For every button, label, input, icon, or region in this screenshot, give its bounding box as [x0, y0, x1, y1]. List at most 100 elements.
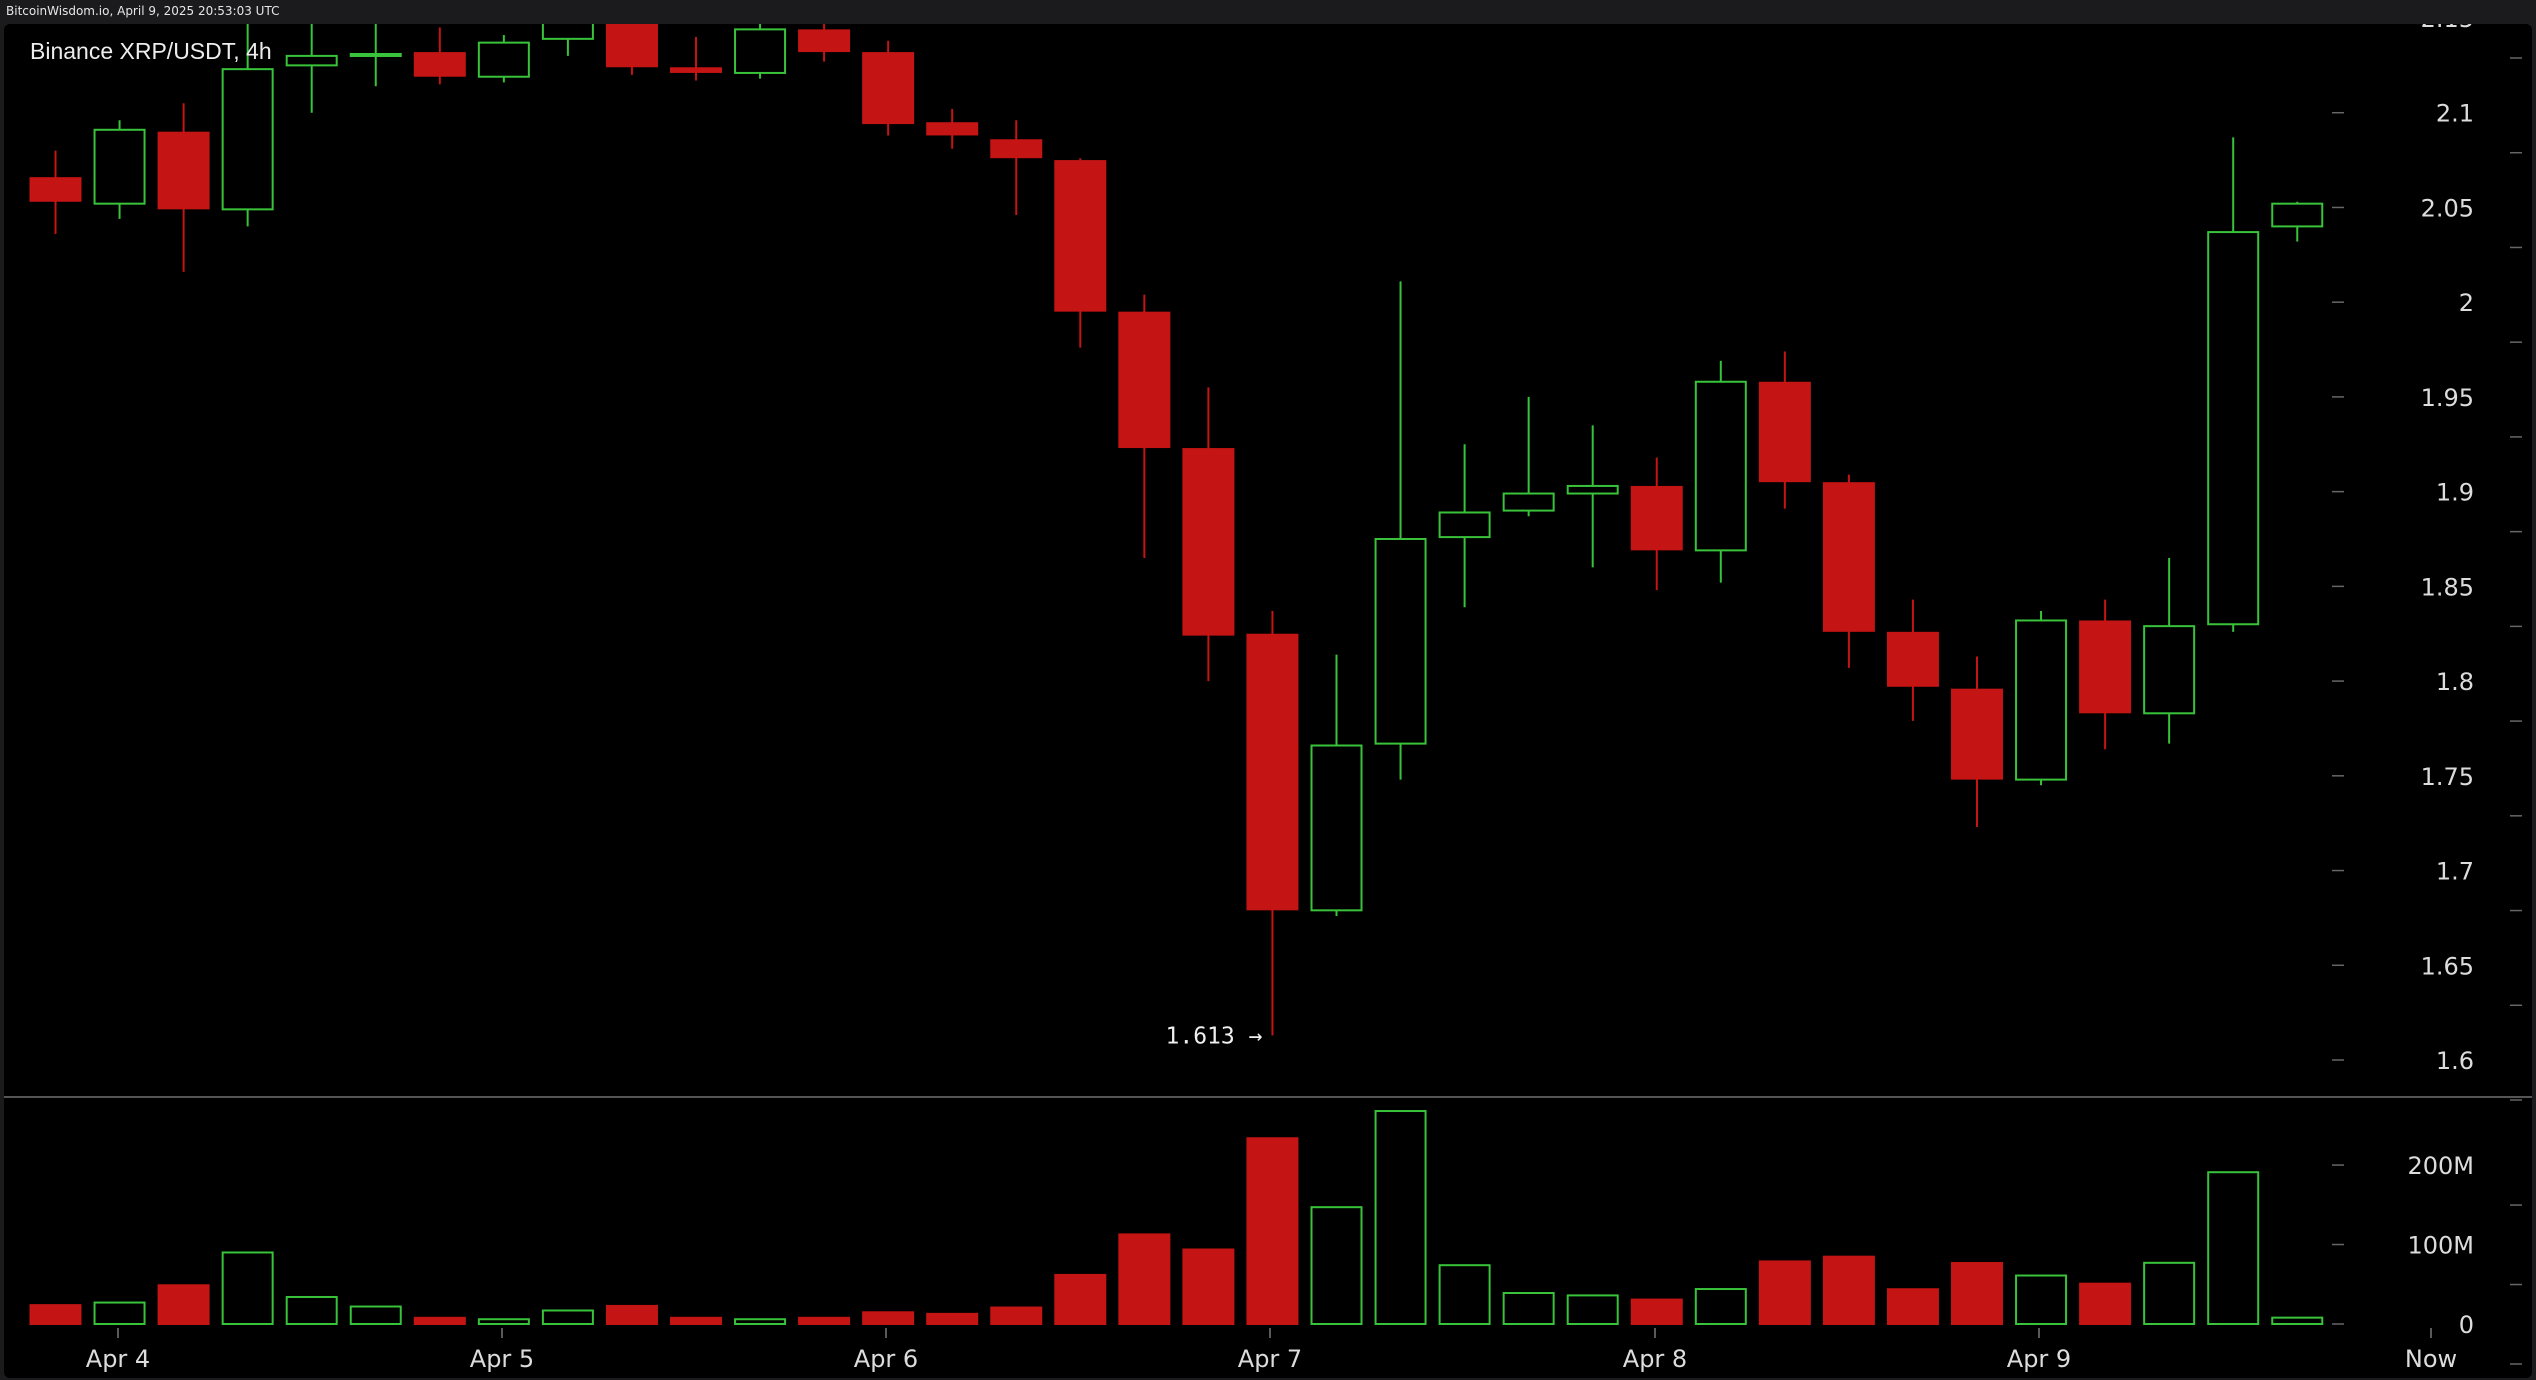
volume-bar[interactable]	[2015, 1274, 2068, 1325]
volume-bar[interactable]	[2207, 1171, 2260, 1325]
x-tick-label: Apr 7	[1238, 1345, 1302, 1373]
candle-body[interactable]	[990, 139, 1043, 159]
candle-body[interactable]	[798, 29, 851, 53]
candlestick-chart[interactable]: 1.6 1.65 1.7 1.75 1.8 1.85 1.9 1.95 2 2.05 2.1 2.15…	[4, 24, 2532, 1378]
volume-bar[interactable]	[1566, 1294, 1619, 1325]
candle-body[interactable]	[734, 28, 787, 74]
volume-bar[interactable]	[221, 1251, 274, 1326]
candle-body[interactable]	[1374, 538, 1427, 745]
candle-body[interactable]	[1822, 482, 1875, 632]
candle-body[interactable]	[1694, 380, 1747, 552]
x-tick-label: Now	[2405, 1345, 2457, 1373]
volume-bar[interactable]	[1182, 1248, 1235, 1325]
volume-bar[interactable]	[1694, 1288, 1747, 1325]
price-tick-label: 1.85	[2421, 573, 2474, 601]
candle-body[interactable]	[1182, 448, 1235, 636]
candle-body[interactable]	[285, 54, 338, 67]
candle-body[interactable]	[477, 41, 530, 78]
price-tick-label: 1.75	[2421, 763, 2474, 791]
volume-bar[interactable]	[349, 1305, 402, 1325]
candle-body[interactable]	[1054, 160, 1107, 312]
price-tick-label: 2.15	[2421, 24, 2474, 33]
price-tick-label: 1.7	[2436, 858, 2474, 886]
volume-bar[interactable]	[1374, 1110, 1427, 1325]
candle-body[interactable]	[1118, 311, 1171, 449]
x-tick-label: Apr 6	[854, 1345, 918, 1373]
x-tick-label: Apr 9	[2007, 1345, 2071, 1373]
candle-body[interactable]	[349, 52, 402, 57]
volume-bar[interactable]	[734, 1318, 787, 1325]
x-tick-label: Apr 5	[470, 1345, 534, 1373]
candle-body[interactable]	[1758, 381, 1811, 483]
candle-body[interactable]	[29, 177, 82, 202]
price-tick-label: 1.65	[2421, 952, 2474, 980]
volume-bar[interactable]	[1886, 1288, 1939, 1325]
candle-body[interactable]	[1310, 744, 1363, 912]
candle-body[interactable]	[93, 128, 146, 205]
volume-bar[interactable]	[670, 1316, 722, 1325]
volume-tick-label: 100M	[2407, 1232, 2474, 1260]
volume-bar[interactable]	[1118, 1233, 1171, 1325]
volume-bar[interactable]	[541, 1309, 594, 1325]
candle-body[interactable]	[2271, 202, 2324, 228]
price-tick-label: 2.1	[2436, 100, 2474, 128]
candle-body[interactable]	[2207, 231, 2260, 626]
price-annotation: 1.613 →	[1166, 1023, 1263, 1049]
price-tick-label: 1.6	[2436, 1047, 2474, 1075]
candle-body[interactable]	[926, 122, 979, 136]
candle-body[interactable]	[413, 52, 466, 77]
volume-bar[interactable]	[1822, 1255, 1875, 1325]
candle-body[interactable]	[605, 24, 658, 68]
price-tick-label: 2	[2459, 289, 2474, 317]
volume-bar[interactable]	[1758, 1260, 1811, 1325]
x-tick-label: Apr 8	[1623, 1345, 1687, 1373]
volume-bar[interactable]	[926, 1312, 979, 1325]
candle-body[interactable]	[1438, 511, 1491, 539]
chart-title: Binance XRP/USDT, 4h	[30, 38, 272, 64]
candle-body[interactable]	[1246, 633, 1299, 911]
price-tick-label: 1.8	[2436, 668, 2474, 696]
volume-bar[interactable]	[862, 1311, 915, 1325]
volume-tick-label: 200M	[2407, 1152, 2474, 1180]
candle-body[interactable]	[1951, 688, 2003, 780]
volume-bar[interactable]	[1630, 1298, 1683, 1325]
volume-bar[interactable]	[605, 1304, 658, 1325]
volume-bar[interactable]	[1310, 1206, 1363, 1325]
volume-bar[interactable]	[2143, 1261, 2196, 1326]
candle-body[interactable]	[1886, 631, 1939, 687]
candle-body[interactable]	[1502, 492, 1555, 512]
volume-bar[interactable]	[93, 1301, 146, 1325]
watermark: BitcoinWisdom.io, April 9, 2025 20:53:03…	[6, 4, 280, 18]
candle-body[interactable]	[541, 24, 594, 40]
price-tick-label: 2.05	[2421, 194, 2474, 222]
candle-body[interactable]	[862, 52, 915, 125]
candle-body[interactable]	[1566, 484, 1619, 495]
candle-body[interactable]	[221, 68, 274, 211]
candle-body[interactable]	[2079, 620, 2132, 714]
volume-bar[interactable]	[477, 1318, 530, 1325]
volume-bar[interactable]	[798, 1316, 851, 1325]
volume-bar[interactable]	[413, 1316, 466, 1325]
candle-body[interactable]	[157, 131, 210, 210]
candle-body[interactable]	[1630, 485, 1683, 551]
candle-body[interactable]	[2015, 619, 2068, 781]
candle-body[interactable]	[670, 67, 722, 73]
volume-bar[interactable]	[1438, 1264, 1491, 1326]
price-tick-label: 1.9	[2436, 479, 2474, 507]
volume-bar[interactable]	[1951, 1262, 2003, 1325]
price-tick-label: 1.95	[2421, 384, 2474, 412]
volume-bar[interactable]	[157, 1284, 210, 1325]
volume-bar[interactable]	[1054, 1273, 1107, 1325]
volume-bar[interactable]	[990, 1306, 1043, 1325]
volume-bar[interactable]	[1246, 1137, 1299, 1325]
candle-body[interactable]	[2143, 625, 2196, 715]
volume-bar[interactable]	[285, 1295, 338, 1325]
chart-frame: 1.6 1.65 1.7 1.75 1.8 1.85 1.9 1.95 2 2.05 2.1 2.15…	[4, 24, 2532, 1378]
volume-bar[interactable]	[2271, 1316, 2324, 1325]
volume-bar[interactable]	[1502, 1292, 1555, 1325]
top-bar: BitcoinWisdom.io, April 9, 2025 20:53:03…	[0, 0, 2536, 24]
x-tick-label: Apr 4	[86, 1345, 150, 1373]
volume-bar[interactable]	[2079, 1282, 2132, 1325]
volume-bar[interactable]	[29, 1304, 82, 1325]
volume-tick-label: 0	[2459, 1311, 2474, 1339]
